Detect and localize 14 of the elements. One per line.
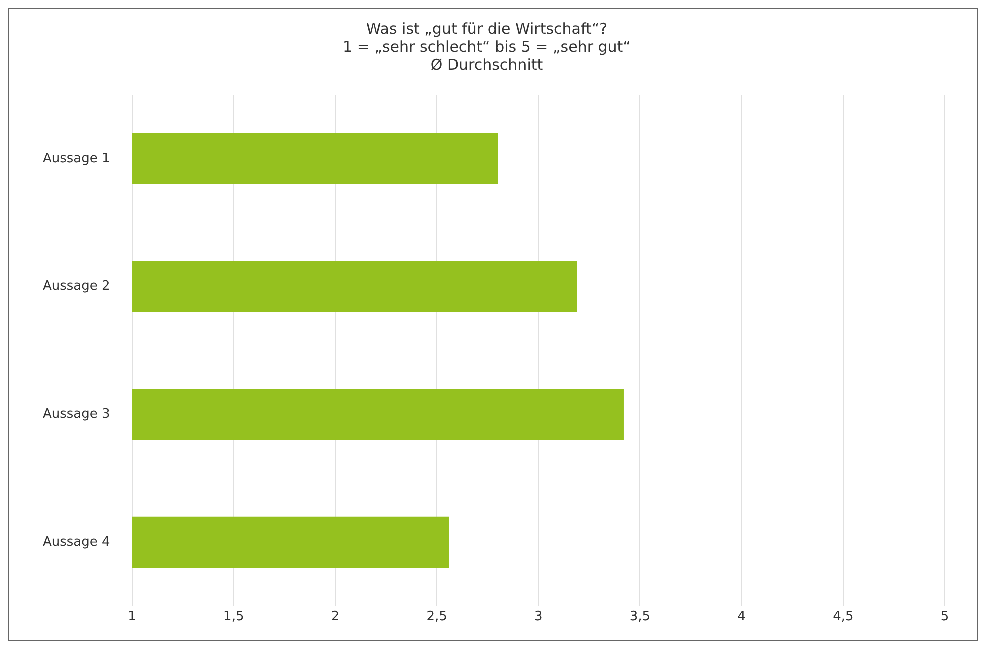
y-tick-label: Aussage 1 xyxy=(42,151,110,166)
x-tick-label: 4,5 xyxy=(833,610,854,625)
x-tick-label: 1,5 xyxy=(224,610,244,625)
x-tick-label: 3 xyxy=(534,610,543,625)
y-tick-label: Aussage 3 xyxy=(42,407,110,422)
chart-title: Was ist „gut für die Wirtschaft“? 1 = „sehr schlecht“ bis 5 = „sehr gut“ Ø Durchschnitt xyxy=(343,20,631,74)
y-tick-label: Aussage 4 xyxy=(42,534,110,550)
x-tick-label: 5 xyxy=(940,610,950,625)
x-tick-label: 2,5 xyxy=(426,610,448,625)
x-tick-label: 1 xyxy=(128,610,136,625)
x-tick-label: 3,5 xyxy=(630,610,651,625)
x-tick-label: 2 xyxy=(331,610,340,625)
x-tick-label: 4 xyxy=(738,610,746,625)
y-tick-label: Aussage 2 xyxy=(42,279,110,294)
